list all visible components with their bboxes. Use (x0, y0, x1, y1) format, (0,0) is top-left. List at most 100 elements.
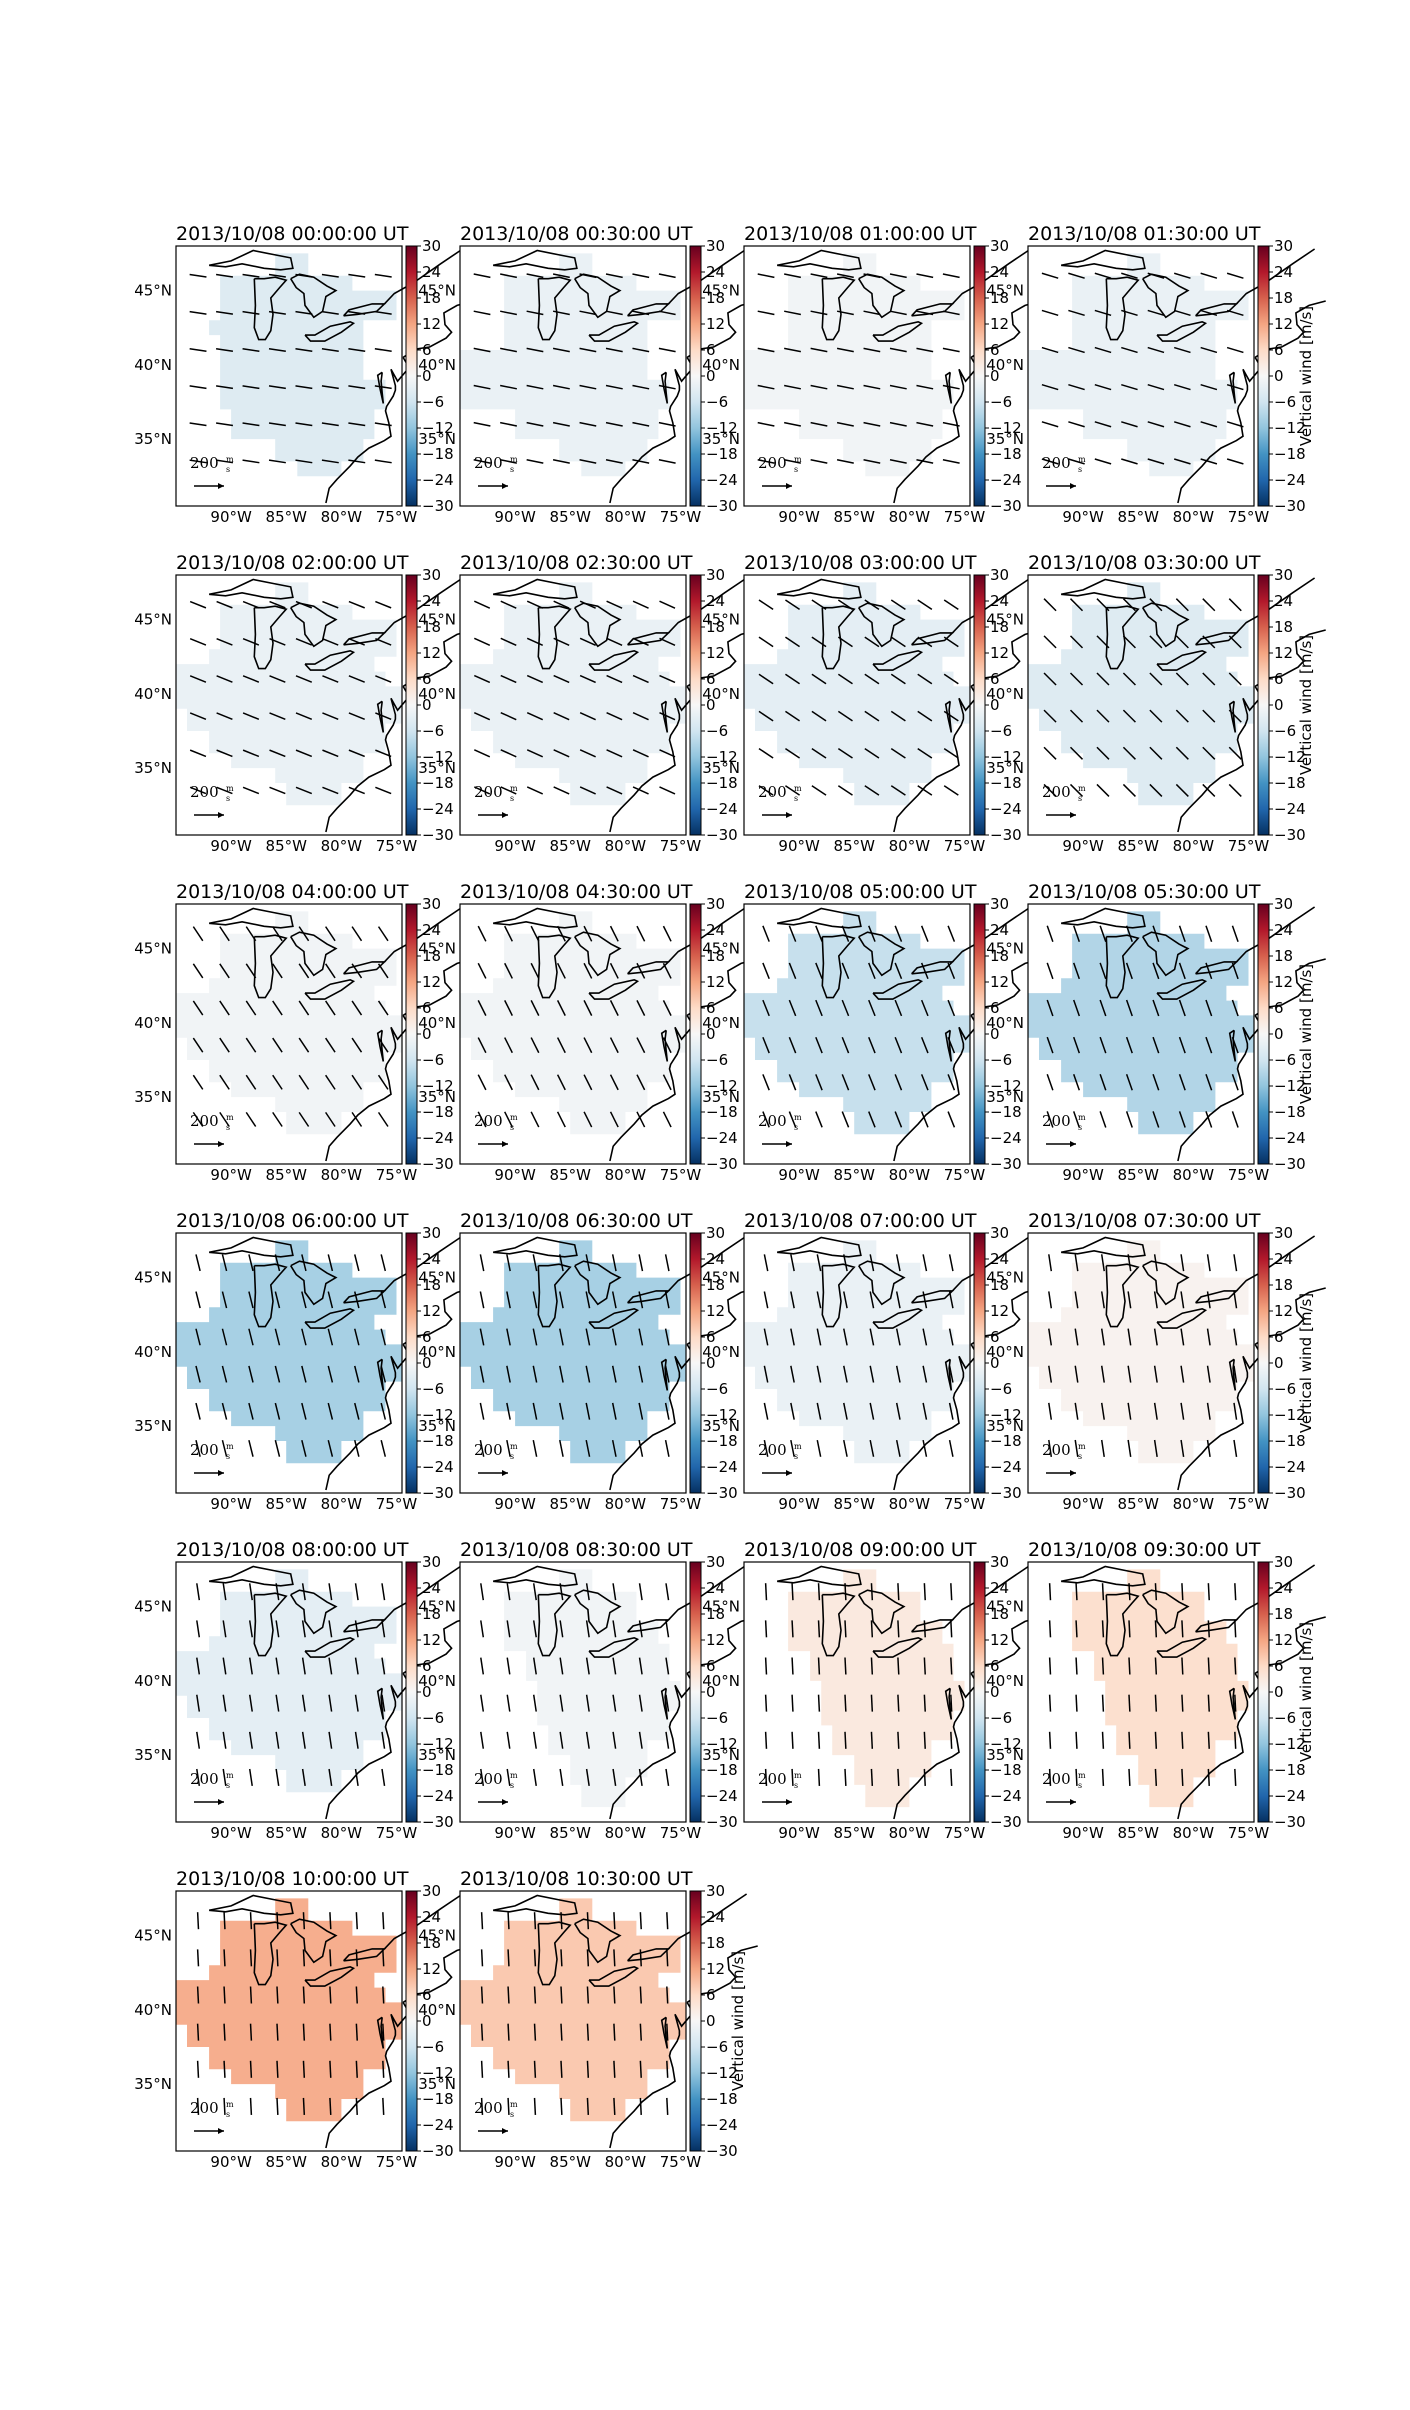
wind-vector (1096, 672, 1110, 686)
wind-vector (638, 1439, 644, 1457)
wind-vector (274, 1328, 281, 1346)
colorbar-tick-label: −30 (706, 1484, 738, 1502)
wind-vector (1228, 672, 1242, 686)
scale-unit-num: m (226, 1442, 234, 1451)
colorbar-tick-label: −24 (990, 471, 1022, 489)
coastline (290, 1260, 338, 1306)
lon-tick-label: 80°W (1173, 508, 1215, 526)
coastline (376, 700, 385, 733)
colorbar-tick-label: 24 (1274, 1250, 1293, 1268)
wind-vector (1121, 309, 1138, 317)
lat-tick-label: 40°N (986, 1672, 1024, 1690)
wind-vector (500, 459, 517, 464)
wind-vector (295, 422, 313, 427)
wind-vector (638, 1291, 644, 1309)
colorbar-tick-label: 18 (422, 618, 441, 636)
colorbar-tick-label: 30 (706, 1224, 725, 1242)
wind-vector (530, 962, 540, 979)
coastline (872, 978, 924, 1000)
wind-vector (195, 1254, 201, 1272)
wind-vector (785, 710, 800, 722)
colorbar-tick-label: 30 (990, 566, 1009, 584)
lat-tick-label: 45°N (134, 940, 172, 958)
wind-vector (788, 1074, 797, 1091)
wind-vector (473, 674, 491, 684)
lon-tick-label: 75°W (660, 1495, 702, 1513)
coastline (1142, 1589, 1190, 1635)
scale-unit-den: s (1078, 465, 1082, 474)
lon-tick-label: 90°W (778, 508, 820, 526)
wind-vector (1178, 1074, 1186, 1091)
wind-vector (532, 1439, 538, 1457)
coastline (821, 1592, 856, 1657)
map-frame (459, 903, 687, 1165)
scale-arrow-head (218, 1799, 224, 1805)
lon-tick-label: 85°W (550, 508, 592, 526)
wind-vector (560, 2060, 563, 2078)
wind-vector (1207, 1768, 1210, 1786)
wind-vector (869, 1439, 875, 1457)
wind-vector (665, 1620, 670, 1638)
colorbar-tick-label: 12 (990, 973, 1009, 991)
wind-vector (1231, 999, 1239, 1017)
wind-vector (611, 1402, 617, 1420)
map-frame (743, 903, 971, 1165)
wind-vector (1094, 458, 1112, 465)
wind-vector (473, 421, 491, 427)
lon-tick-label: 75°W (376, 1824, 418, 1842)
wind-vector (1233, 1402, 1238, 1420)
coastline (1177, 1343, 1261, 1491)
wind-vector (328, 1657, 333, 1675)
wind-vector (863, 384, 881, 390)
wind-vector (500, 384, 517, 390)
lon-tick-label: 80°W (889, 837, 931, 855)
wind-vector (665, 1694, 670, 1712)
wind-vector (1228, 709, 1242, 723)
colorbar-tick-label: −24 (422, 1458, 454, 1476)
wind-vector (216, 749, 233, 758)
wind-vector (1152, 1036, 1160, 1054)
wind-vector (636, 962, 646, 979)
wind-vector (480, 2023, 484, 2041)
scale-arrow-head (786, 812, 792, 818)
lat-tick-label: 35°N (418, 759, 456, 777)
lat-tick-label: 40°N (702, 685, 740, 703)
colorbar-tick-label: 12 (990, 1631, 1009, 1649)
wind-vector (477, 1074, 487, 1091)
scale-label: 200 (190, 1770, 219, 1788)
wind-field-region (460, 582, 686, 806)
wind-vector (245, 926, 257, 942)
map-frame (743, 574, 971, 836)
wind-vector (579, 310, 597, 316)
wind-vector (658, 347, 676, 353)
wind-vector (381, 1694, 386, 1712)
wind-vector (1101, 1768, 1105, 1786)
colorbar (689, 1232, 702, 1494)
colorbar-tick-label: −30 (990, 1484, 1022, 1502)
colorbar-tick-label: 6 (706, 1986, 716, 2004)
wind-vector (1173, 383, 1191, 391)
colorbar-tick-label: 18 (990, 289, 1009, 307)
wind-vector (1147, 458, 1165, 465)
wind-vector (221, 1328, 228, 1346)
coastline (776, 1565, 862, 1587)
wind-vector (948, 1291, 954, 1309)
wind-vector (215, 273, 234, 278)
scale-unit-num: m (794, 784, 802, 793)
wind-vector (556, 925, 566, 942)
wind-vector (196, 2060, 200, 2078)
wind-vector (354, 1254, 360, 1272)
wind-vector (221, 1254, 228, 1272)
lat-tick-label: 45°N (986, 282, 1024, 300)
wind-vector (533, 2023, 537, 2041)
wind-vector (269, 749, 286, 758)
wind-vector (1075, 1731, 1078, 1749)
wind-vector (322, 712, 339, 720)
wind-vector (1234, 1768, 1237, 1786)
coastline (492, 1236, 578, 1258)
wind-vector (533, 1949, 537, 1967)
colorbar-tick-label: 0 (706, 1354, 716, 1372)
colorbar-tick-label: 12 (706, 315, 725, 333)
